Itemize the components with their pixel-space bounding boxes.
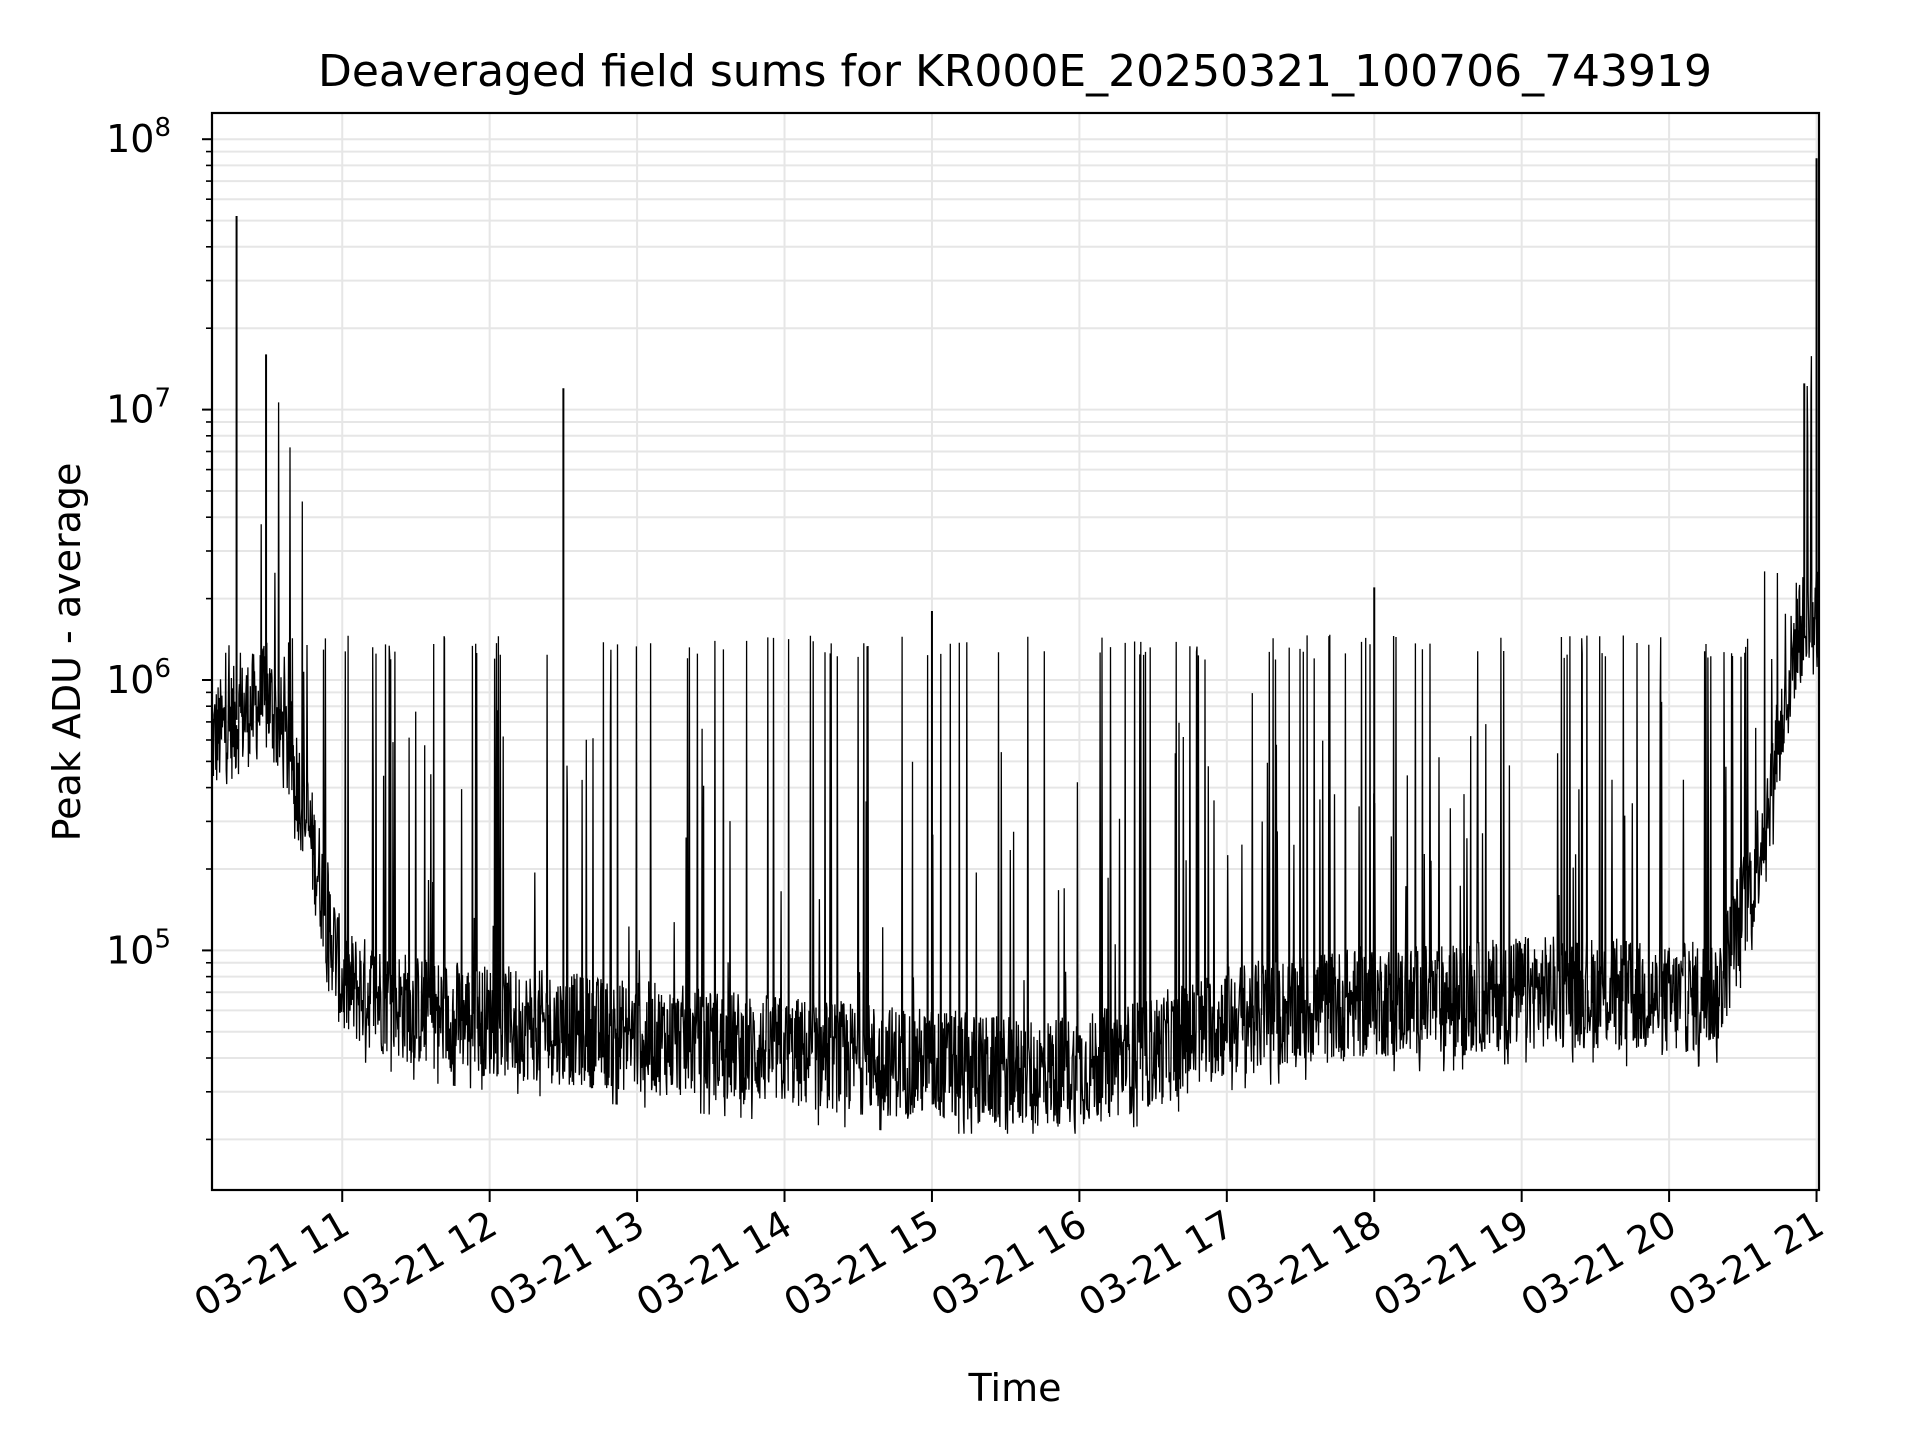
chart-title: Deaveraged field sums for KR000E_2025032…: [318, 46, 1712, 97]
grid: [212, 113, 1819, 1190]
series-layer: [211, 158, 1820, 1134]
y-tick-label: 108: [106, 113, 171, 161]
series-line: [211, 356, 1820, 1134]
y-axis-label: Peak ADU - average: [45, 463, 89, 842]
x-axis-label: Time: [968, 1366, 1062, 1410]
y-tick-label: 105: [106, 924, 171, 972]
y-tick-label: 106: [106, 654, 171, 702]
plot-frame: [210, 111, 1821, 1192]
y-axis: 105 106 107 108: [106, 113, 212, 1141]
y-tick-label: 107: [106, 384, 171, 432]
